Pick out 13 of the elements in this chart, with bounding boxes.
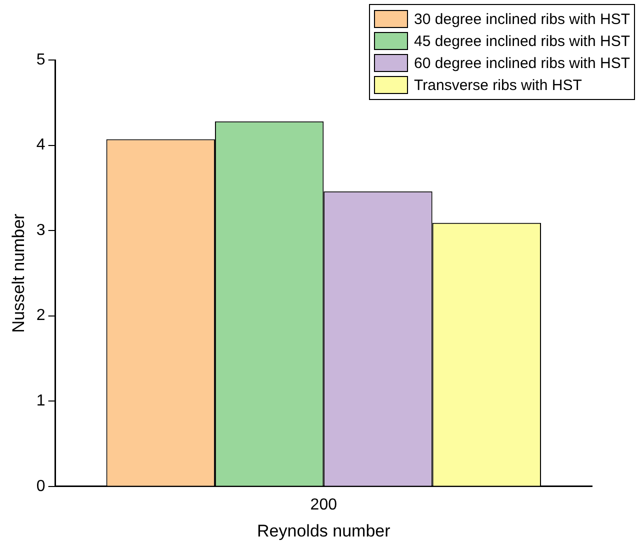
- legend-label: Transverse ribs with HST: [414, 76, 582, 94]
- legend-label: 30 degree inclined ribs with HST: [414, 10, 630, 28]
- y-tick-label: 2: [36, 307, 46, 324]
- y-tick-label: 3: [36, 222, 46, 239]
- y-tick-label: 5: [36, 51, 46, 68]
- y-axis-title: Nusselt number: [8, 213, 28, 333]
- legend-label: 60 degree inclined ribs with HST: [414, 54, 630, 72]
- y-tick-label: 0: [36, 478, 46, 495]
- legend-label: 45 degree inclined ribs with HST: [414, 32, 630, 50]
- x-axis-title: Reynolds number: [257, 521, 391, 540]
- y-tick-label: 4: [36, 136, 46, 154]
- x-tick-label: 200: [310, 496, 338, 514]
- y-tick-label: 1: [36, 392, 46, 410]
